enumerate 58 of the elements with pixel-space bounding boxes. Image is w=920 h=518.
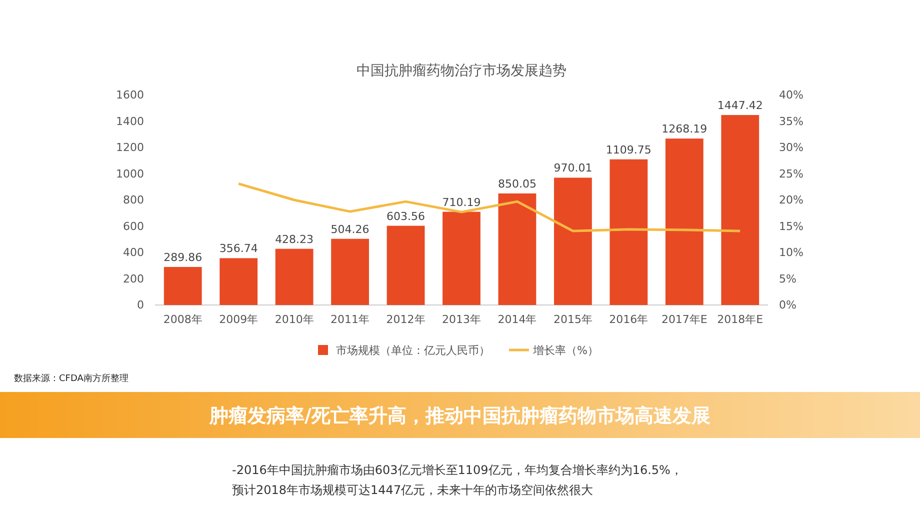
x-tick-label: 2009年	[219, 312, 258, 326]
bar	[442, 212, 480, 305]
data-label: 710.19	[442, 196, 481, 209]
bar	[554, 178, 592, 305]
data-label: 1109.75	[606, 143, 652, 156]
y2-tick-label: 5%	[779, 272, 796, 286]
y-tick-label: 600	[123, 220, 144, 233]
y2-tick-label: 40%	[779, 88, 804, 102]
y-tick-label: 1200	[116, 141, 144, 154]
bar	[164, 266, 202, 305]
text: -2016年中国抗肿瘤市场由603亿元增长至1109亿元，年均复合增长率约为16.5%，	[232, 463, 682, 477]
bar	[386, 226, 425, 305]
y-tick-label: 200	[123, 272, 144, 286]
x-tick-label: 2018年E	[717, 312, 764, 326]
bar	[331, 238, 369, 305]
y-tick-label: 1400	[116, 114, 144, 128]
data-label: 1447.42	[717, 99, 763, 112]
y-tick-label: 800	[123, 194, 144, 207]
y-tick-label: 0	[137, 298, 144, 312]
bar	[665, 138, 704, 305]
y2-tick-label: 15%	[779, 220, 804, 233]
y2-tick-label: 35%	[779, 114, 804, 128]
bar	[220, 258, 258, 305]
text: 预计2018年市场规模可达1447亿元，未来十年的市场空间依然很大	[232, 483, 594, 497]
chart-title: 中国抗肿瘤药物治疗市场发展趋势	[356, 63, 566, 79]
bar	[275, 248, 314, 305]
data-label: 850.05	[498, 177, 536, 190]
bar	[721, 115, 760, 305]
x-tick-label: 2013年	[442, 312, 481, 326]
source-note: 数据来源：CFDA南方所整理	[14, 373, 128, 384]
legend-label: 市场规模（单位：亿元人民币）	[336, 344, 490, 357]
y-tick-label: 1000	[116, 167, 144, 180]
bar	[498, 193, 536, 305]
y2-tick-label: 0%	[779, 298, 796, 312]
x-tick-label: 2008年	[163, 312, 202, 326]
legend-label: 增长率（%）	[532, 344, 598, 357]
y2-tick-label: 20%	[779, 194, 804, 207]
y-tick-label: 1600	[116, 88, 144, 102]
x-tick-label: 2011年	[330, 312, 370, 326]
data-label: 504.26	[330, 222, 370, 236]
x-tick-label: 2010年	[274, 312, 314, 326]
data-label: 289.86	[164, 250, 202, 264]
x-tick-label: 2012年	[386, 312, 426, 326]
x-tick-label: 2014年	[498, 312, 537, 326]
data-label: 428.23	[275, 232, 314, 246]
x-tick-label: 2017年E	[661, 312, 708, 326]
y2-tick-label: 25%	[779, 167, 804, 180]
data-label: 970.01	[554, 162, 592, 175]
bar	[610, 159, 648, 305]
data-label: 603.56	[386, 210, 426, 223]
text: 肿瘤发病率/死亡率升高，推动中国抗肿瘤药物市场高速发展	[208, 405, 710, 427]
x-tick-label: 2015年	[553, 312, 592, 326]
y-tick-label: 400	[123, 246, 144, 260]
y2-tick-label: 10%	[779, 246, 804, 260]
data-label: 356.74	[219, 242, 258, 256]
x-tick-label: 2016年	[609, 312, 648, 326]
data-label: 1268.19	[662, 122, 708, 136]
y2-tick-label: 30%	[779, 141, 804, 154]
